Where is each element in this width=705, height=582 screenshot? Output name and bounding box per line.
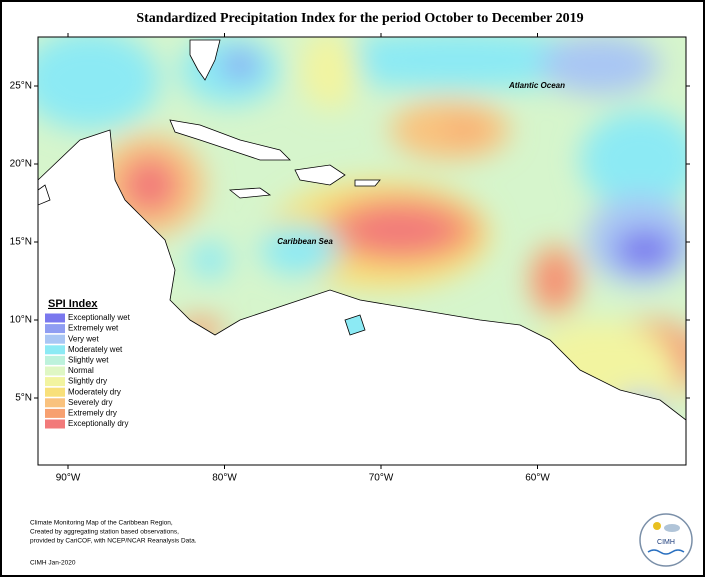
lon-tick-label: 80°W: [212, 473, 237, 484]
legend-label: Slightly dry: [68, 377, 107, 386]
legend-label: Moderately wet: [68, 345, 123, 354]
legend-label: Moderately dry: [68, 387, 121, 396]
legend-swatch: [45, 345, 65, 355]
legend-label: Extremely dry: [68, 409, 117, 418]
legend-swatch: [45, 366, 65, 376]
footer-note: Climate Monitoring Map of the Caribbean …: [30, 520, 173, 527]
legend-label: Normal: [68, 366, 94, 375]
legend-label: Severely dry: [68, 398, 112, 407]
logo-sun: [653, 522, 661, 530]
spi-field: [38, 37, 686, 450]
land: [38, 39, 686, 465]
legend-label: Exceptionally dry: [68, 419, 128, 428]
legend-swatch: [45, 398, 65, 408]
axis-ticks: 90°W 80°W 70°W 60°W 25°N 20°N 15°N 10°N 5°N: [10, 33, 690, 484]
legend-label: Extremely wet: [68, 324, 119, 333]
lat-tick-label: 5°N: [15, 393, 32, 404]
footer-note: Created by aggregating station based obs…: [30, 529, 179, 536]
ocean-label: Atlantic Ocean: [508, 81, 565, 90]
legend-swatch: [45, 408, 65, 418]
legend-title: SPI Index: [48, 298, 98, 310]
logo: CIMH: [639, 513, 693, 567]
map-frame: [37, 36, 687, 466]
footer-note: provided by CariCOF, with NCEP/NCAR Rean…: [30, 538, 197, 545]
lat-tick-label: 15°N: [10, 237, 32, 248]
legend: SPI Index Exceptionally wet Extremely wet…: [40, 296, 158, 440]
lon-tick-label: 60°W: [525, 473, 550, 484]
legend-label: Slightly wet: [68, 356, 109, 365]
title: Standardized Precipitation Index for the…: [136, 11, 583, 26]
legend-swatch: [45, 313, 65, 323]
lat-tick-label: 25°N: [10, 81, 32, 92]
legend-swatch: [45, 355, 65, 365]
footer-credit: CIMH Jan-2020: [30, 560, 76, 567]
legend-swatch: [45, 334, 65, 344]
logo-text: CIMH: [657, 539, 675, 546]
legend-label: Very wet: [68, 334, 99, 343]
sea-label: Caribbean Sea: [277, 237, 333, 246]
legend-swatch: [45, 419, 65, 429]
lat-tick-label: 10°N: [10, 315, 32, 326]
lon-tick-label: 70°W: [369, 473, 394, 484]
legend-swatch: [45, 377, 65, 387]
lon-tick-label: 90°W: [56, 473, 81, 484]
legend-label: Exceptionally wet: [68, 313, 131, 322]
lat-tick-label: 20°N: [10, 159, 32, 170]
legend-swatch: [45, 387, 65, 397]
logo-cloud: [664, 524, 680, 532]
logo-wave: [647, 549, 685, 555]
footer: Climate Monitoring Map of the Caribbean …: [30, 520, 197, 567]
legend-swatch: [45, 324, 65, 334]
